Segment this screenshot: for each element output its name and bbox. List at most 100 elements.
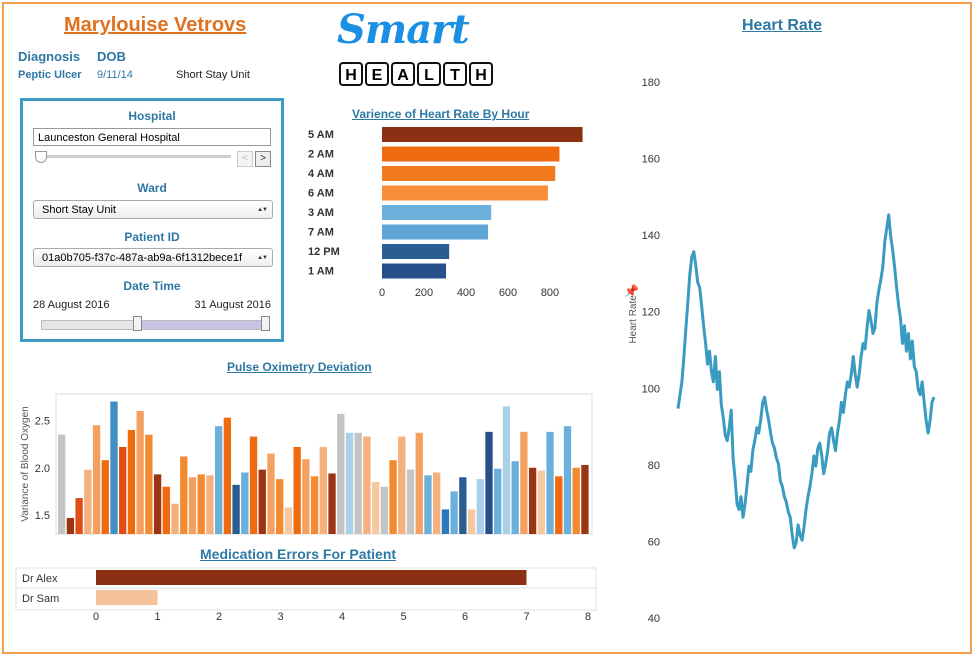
pulse-bar[interactable] (502, 406, 511, 534)
pulse-bar[interactable] (424, 475, 432, 534)
medication-bar[interactable] (96, 590, 158, 605)
ward-select[interactable]: Short Stay Unit ▲▼ (33, 200, 273, 219)
pulse-bar[interactable] (450, 491, 458, 534)
pulse-bar[interactable] (398, 436, 406, 534)
patient-id-select[interactable]: 01a0b705-f37c-487a-ab9a-6f1312bece1f ▲▼ (33, 248, 273, 267)
hospital-slider-track[interactable] (37, 155, 231, 158)
heartrate-tick-label: 160 (642, 154, 660, 166)
pulse-bar[interactable] (337, 413, 345, 534)
pulse-bar[interactable] (206, 475, 214, 534)
pulse-bar[interactable] (302, 459, 310, 534)
date-range-start-handle[interactable] (133, 316, 142, 331)
variance-category-label: 5 AM (308, 129, 334, 141)
pulse-bar[interactable] (153, 474, 162, 534)
pulse-bar[interactable] (537, 470, 545, 534)
pulse-bar[interactable] (380, 486, 389, 534)
pulse-bar[interactable] (284, 507, 293, 534)
heartrate-tick-label: 40 (648, 613, 660, 625)
pulse-bar[interactable] (345, 432, 354, 534)
pulse-bar[interactable] (249, 436, 258, 534)
pulse-bar[interactable] (258, 469, 266, 534)
pulse-bar[interactable] (546, 431, 554, 534)
heartrate-line[interactable] (676, 213, 936, 550)
pulse-bar[interactable] (363, 436, 371, 534)
pulse-bar[interactable] (319, 446, 327, 534)
hospital-input[interactable]: Launceston General Hospital (33, 128, 271, 146)
pulse-bar[interactable] (136, 411, 144, 534)
pulse-bar[interactable] (485, 431, 493, 534)
date-range-selected[interactable] (137, 320, 269, 330)
pulse-bar[interactable] (214, 426, 223, 534)
pulse-bar[interactable] (171, 503, 179, 534)
pulse-bar[interactable] (371, 481, 380, 534)
pin-icon[interactable]: 📌 (624, 284, 639, 298)
filter-panel: Hospital Launceston General Hospital < >… (20, 98, 284, 342)
pulse-bar[interactable] (310, 476, 319, 534)
pulse-bar[interactable] (145, 434, 153, 534)
pulse-bar[interactable] (511, 461, 519, 534)
pulse-bar[interactable] (241, 472, 249, 534)
pulse-bar[interactable] (328, 473, 336, 534)
variance-title: Varience of Heart Rate By Hour (352, 107, 530, 121)
logo-letter: H (339, 62, 363, 86)
pulse-bar[interactable] (180, 456, 188, 534)
pulse-bar[interactable] (267, 453, 275, 534)
pulse-bar[interactable] (459, 477, 467, 534)
pulse-bar[interactable] (66, 517, 75, 534)
variance-bar[interactable] (382, 185, 548, 201)
pulse-bar[interactable] (572, 467, 580, 534)
next-button[interactable]: > (255, 151, 271, 167)
heartrate-tick-label: 100 (642, 383, 660, 395)
pulse-bar[interactable] (162, 486, 170, 534)
pulse-bar[interactable] (563, 426, 572, 534)
variance-bar[interactable] (382, 146, 560, 162)
pulse-bar[interactable] (58, 434, 66, 534)
pulse-bar[interactable] (75, 498, 83, 534)
pulse-bar[interactable] (92, 425, 101, 534)
variance-bar[interactable] (382, 205, 492, 220)
pulse-bar[interactable] (197, 474, 205, 534)
select-arrows-icon: ▲▼ (257, 255, 268, 261)
pulse-bar[interactable] (101, 460, 109, 534)
pulse-bar[interactable] (415, 432, 423, 534)
pulse-bar[interactable] (110, 401, 118, 534)
pulse-bar[interactable] (520, 431, 528, 534)
pulse-bar[interactable] (406, 469, 415, 534)
variance-bar[interactable] (382, 263, 447, 279)
medication-tick-label: 2 (216, 611, 222, 623)
pulse-bar[interactable] (528, 467, 537, 534)
date-range-track[interactable] (41, 320, 139, 330)
pulse-tick-label: 2.0 (35, 463, 50, 475)
variance-bar[interactable] (382, 224, 489, 240)
pulse-bar[interactable] (494, 468, 502, 534)
pulse-bar[interactable] (127, 429, 136, 534)
pulse-bar[interactable] (467, 509, 476, 534)
dob-label: DOB (97, 49, 126, 64)
pulse-bar[interactable] (555, 476, 563, 534)
pulse-bar[interactable] (433, 472, 441, 534)
variance-tick-label: 400 (457, 287, 475, 299)
pulse-tick-label: 2.5 (35, 415, 50, 427)
date-range-end-handle[interactable] (261, 316, 270, 331)
variance-bar[interactable] (382, 166, 556, 181)
pulse-bar[interactable] (188, 477, 197, 534)
pulse-bar[interactable] (232, 484, 240, 534)
pulse-bar[interactable] (441, 509, 450, 534)
ward-label: Ward (137, 181, 167, 195)
hospital-slider-handle[interactable] (35, 151, 47, 163)
pulse-bar[interactable] (276, 479, 284, 534)
prev-button[interactable]: < (237, 151, 253, 167)
pulse-bar[interactable] (389, 460, 397, 534)
variance-bar[interactable] (382, 127, 583, 142)
pulse-bar[interactable] (581, 464, 589, 534)
medication-tick-label: 8 (585, 611, 591, 623)
pulse-bar[interactable] (223, 417, 232, 534)
variance-bar[interactable] (382, 244, 450, 259)
pulse-bar[interactable] (84, 469, 92, 534)
pulse-bar[interactable] (476, 479, 484, 534)
medication-bar[interactable] (96, 570, 527, 585)
medication-category-label: Dr Alex (22, 573, 58, 585)
pulse-bar[interactable] (354, 432, 362, 534)
pulse-bar[interactable] (293, 446, 301, 534)
pulse-bar[interactable] (119, 446, 127, 534)
